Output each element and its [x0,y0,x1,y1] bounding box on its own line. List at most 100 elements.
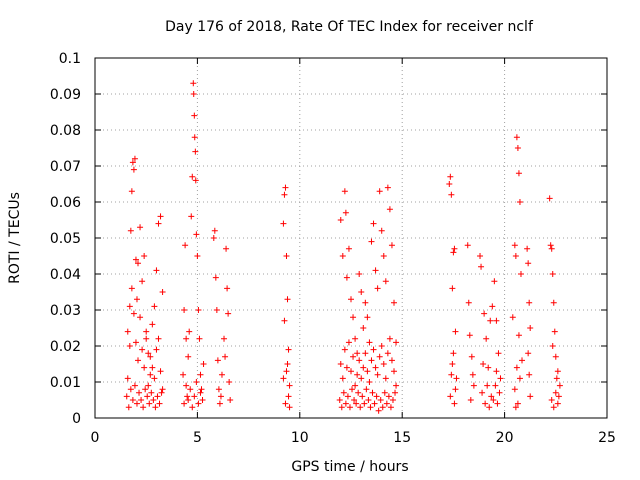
x-tick-label: 5 [193,430,202,446]
data-point [486,404,493,411]
data-point [213,307,220,313]
data-point [186,328,193,335]
data-point [147,371,154,378]
data-point [451,400,458,407]
data-point [357,404,364,411]
data-point [190,80,197,87]
data-point [337,217,344,223]
data-point [336,397,343,403]
data-point [449,361,456,367]
data-point [155,335,162,342]
data-point [495,350,502,357]
data-point [138,397,145,403]
data-point [189,173,196,180]
data-point [393,339,400,346]
data-point [143,335,150,342]
data-point [185,353,192,360]
data-point [366,379,373,385]
data-point [362,350,369,357]
data-point [363,386,370,393]
data-point [142,386,149,393]
data-point [385,393,392,400]
data-point [372,364,379,371]
data-point [192,177,199,184]
data-point [549,271,556,277]
data-point [346,404,353,411]
data-point [551,328,558,335]
data-point [554,368,561,375]
x-tick-label: 10 [291,430,309,446]
data-point [141,364,148,371]
data-point [159,386,166,393]
data-point [380,361,387,367]
data-point [156,400,163,407]
data-point [350,353,357,360]
data-point [350,314,357,321]
data-point [146,400,153,407]
data-point [512,404,519,411]
data-point [145,350,152,357]
data-point [352,382,359,389]
data-point [159,289,166,295]
data-point [339,375,346,382]
y-tick-label: 0.02 [50,339,81,355]
data-point [368,238,375,245]
data-point [493,368,500,375]
data-point [129,159,136,166]
data-point [516,375,523,382]
data-point [349,386,356,393]
data-point [338,404,345,411]
data-point [140,404,147,411]
data-point [383,400,390,407]
data-point [360,364,367,371]
x-tick-label: 20 [496,430,514,446]
data-point [358,289,365,295]
data-point [489,303,496,310]
axis-ticks: 0 5 10 15 20 25 0 0.01 0.02 0.03 0.04 0.05 0.06 0.07 0… [50,51,616,446]
data-point [197,389,204,396]
data-point [221,335,228,342]
y-axis-label: ROTI / TECUs [7,192,23,284]
data-point [184,393,191,400]
x-tick-label: 15 [393,430,411,446]
data-point [280,375,287,382]
data-point [556,382,563,389]
data-point [512,253,519,259]
data-point [465,299,472,306]
data-point [191,393,198,400]
data-point [373,393,380,400]
y-tick-label: 0.08 [50,123,81,139]
data-point [469,371,476,378]
data-point [216,400,223,407]
data-point [180,371,187,378]
data-point [377,397,384,403]
y-tick-label: 0.07 [50,159,81,175]
y-tick-label: 0 [72,411,81,427]
data-point [381,389,388,396]
data-point [339,253,346,259]
data-point [391,299,398,306]
data-point [127,386,134,393]
data-point [378,227,385,234]
data-point [514,145,521,151]
data-point [157,213,164,220]
data-point [375,407,382,414]
data-point [447,393,454,400]
data-point [199,397,206,403]
data-point [135,260,142,267]
data-point [218,371,225,378]
data-point [391,368,398,375]
data-point [382,375,389,382]
data-point [281,317,288,324]
data-point [127,227,134,234]
data-point [131,155,138,162]
data-point [182,242,189,249]
data-point [359,393,366,400]
data-point [488,393,495,400]
data-point [223,245,230,252]
data-point [515,170,522,177]
data-point [467,397,474,403]
data-point [157,368,164,375]
data-point [452,328,459,335]
data-point [389,397,396,403]
